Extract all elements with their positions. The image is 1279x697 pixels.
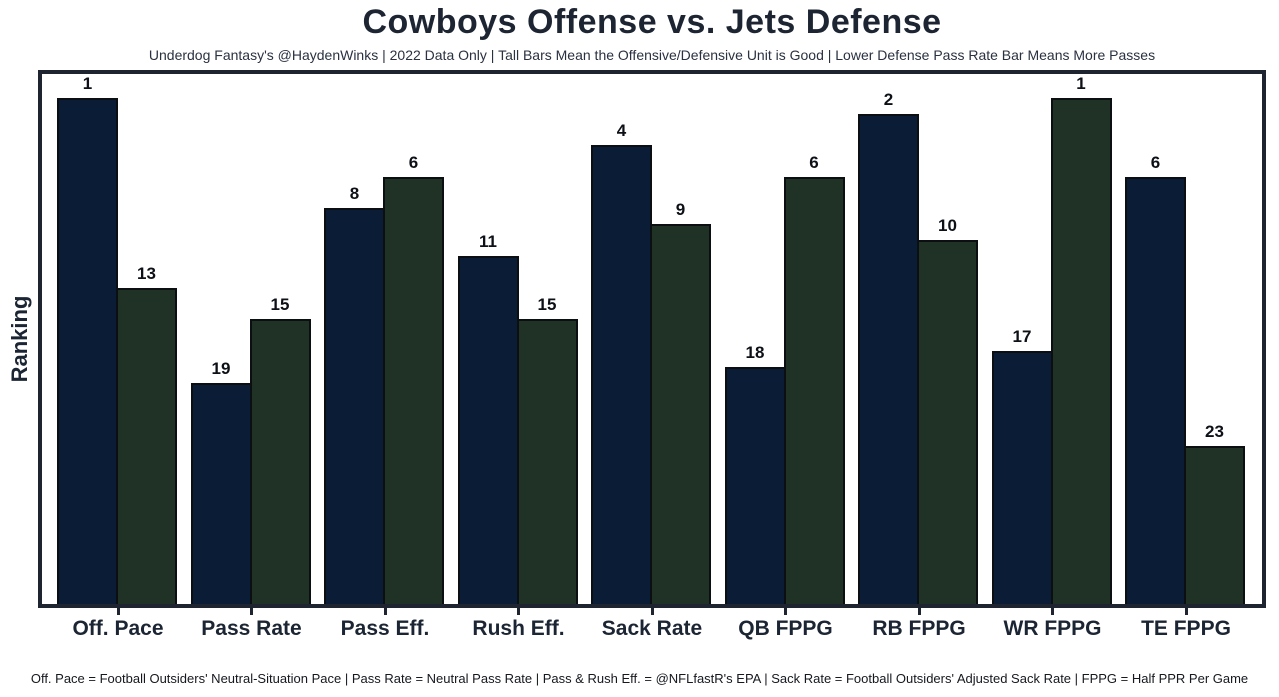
x-axis-tick — [383, 608, 387, 615]
bar-value-label: 11 — [479, 231, 497, 251]
chart-subtitle: Underdog Fantasy's @HaydenWinks | 2022 D… — [148, 47, 1156, 63]
bar-group: 6 23 — [1125, 74, 1247, 604]
bar-plot: 1 13 19 15 8 6 11 15 4 9 18 6 2 10 17 1 6 23 — [42, 74, 1262, 604]
offense-bar: 4 — [591, 121, 652, 604]
x-axis-category: TE FPPG — [1125, 608, 1247, 641]
bar-value-label: 23 — [1205, 421, 1224, 441]
bar-value-label: 6 — [408, 152, 419, 172]
bar-value-label: 17 — [1012, 326, 1032, 346]
offense-bar: 8 — [324, 184, 385, 604]
defense-bar: 15 — [516, 295, 578, 604]
x-axis-tick — [784, 608, 787, 615]
x-axis-category: RB FPPG — [858, 608, 980, 641]
x-axis-tick — [250, 608, 253, 615]
defense-bar: 9 — [650, 200, 711, 604]
x-tick-label: Pass Rate — [201, 617, 302, 640]
bar-value-label: 19 — [211, 358, 231, 378]
x-axis-category: Pass Rate — [191, 608, 313, 641]
bar-value-label: 15 — [537, 295, 557, 315]
bar-group: 17 1 — [991, 74, 1114, 604]
bar-value-label: 13 — [137, 263, 156, 283]
x-tick-label: RB FPPG — [872, 617, 966, 640]
x-axis: Off. Pace Pass Rate Pass Eff. Rush Eff. Sack… — [38, 608, 1266, 641]
x-axis-tick — [917, 608, 921, 615]
defense-bar: 6 — [783, 153, 845, 604]
x-axis-tick — [116, 608, 120, 615]
bar-group: 2 10 — [858, 74, 980, 604]
plot-area: 1 13 19 15 8 6 11 15 4 9 18 6 2 10 17 1 6 23 — [38, 70, 1266, 608]
x-tick-label: Sack Rate — [601, 617, 703, 640]
bar-value-label: 9 — [675, 200, 686, 220]
bar-group: 19 15 — [190, 74, 313, 604]
bar-value-label: 1 — [1076, 73, 1086, 93]
bar-value-label: 10 — [938, 216, 957, 236]
bar-value-label: 4 — [616, 121, 627, 141]
chart-title: Cowboys Offense vs. Jets Defense — [362, 3, 942, 41]
offense-bar: 2 — [858, 90, 919, 604]
offense-bar: 6 — [1125, 153, 1186, 604]
bar-group: 18 6 — [724, 74, 847, 604]
x-tick-label: WR FPPG — [1003, 617, 1102, 640]
bar-value-label: 1 — [82, 73, 93, 93]
x-tick-label: Rush Eff. — [472, 617, 565, 640]
footnote: Off. Pace = Football Outsiders' Neutral-… — [30, 671, 1249, 686]
x-tick-label: Pass Eff. — [340, 617, 430, 640]
bar-value-label: 15 — [270, 295, 290, 315]
x-axis-tick — [650, 608, 654, 615]
x-tick-label: TE FPPG — [1141, 617, 1231, 640]
defense-bar: 10 — [917, 216, 978, 604]
defense-bar: 23 — [1184, 422, 1245, 604]
x-axis-tick — [1051, 608, 1054, 615]
offense-bar: 17 — [991, 327, 1053, 604]
bar-value-label: 18 — [745, 342, 765, 362]
x-axis-tick — [1184, 608, 1188, 615]
x-axis-category: WR FPPG — [992, 608, 1114, 641]
defense-bar: 6 — [383, 153, 444, 604]
offense-bar: 18 — [724, 343, 786, 604]
bar-value-label: 8 — [349, 184, 360, 204]
bar-value-label: 6 — [1150, 152, 1161, 172]
defense-bar: 1 — [1050, 74, 1112, 604]
x-axis-category: Pass Eff. — [324, 608, 446, 641]
x-axis-category: Off. Pace — [57, 608, 179, 641]
offense-bar: 19 — [190, 359, 252, 604]
x-axis-tick — [517, 608, 520, 615]
defense-bar: 15 — [249, 295, 311, 604]
bar-group: 1 13 — [57, 74, 179, 604]
x-tick-label: Off. Pace — [72, 617, 164, 640]
x-axis-category: QB FPPG — [725, 608, 847, 641]
bar-value-label: 2 — [883, 89, 894, 109]
x-axis-category: Rush Eff. — [458, 608, 580, 641]
defense-bar: 13 — [116, 264, 177, 604]
x-axis-category: Sack Rate — [591, 608, 713, 641]
x-tick-label: QB FPPG — [738, 617, 833, 640]
bar-group: 11 15 — [457, 74, 580, 604]
y-axis-label: Ranking — [7, 295, 32, 383]
offense-bar: 11 — [457, 232, 519, 604]
offense-bar: 1 — [57, 74, 118, 604]
bar-value-label: 6 — [809, 152, 819, 172]
